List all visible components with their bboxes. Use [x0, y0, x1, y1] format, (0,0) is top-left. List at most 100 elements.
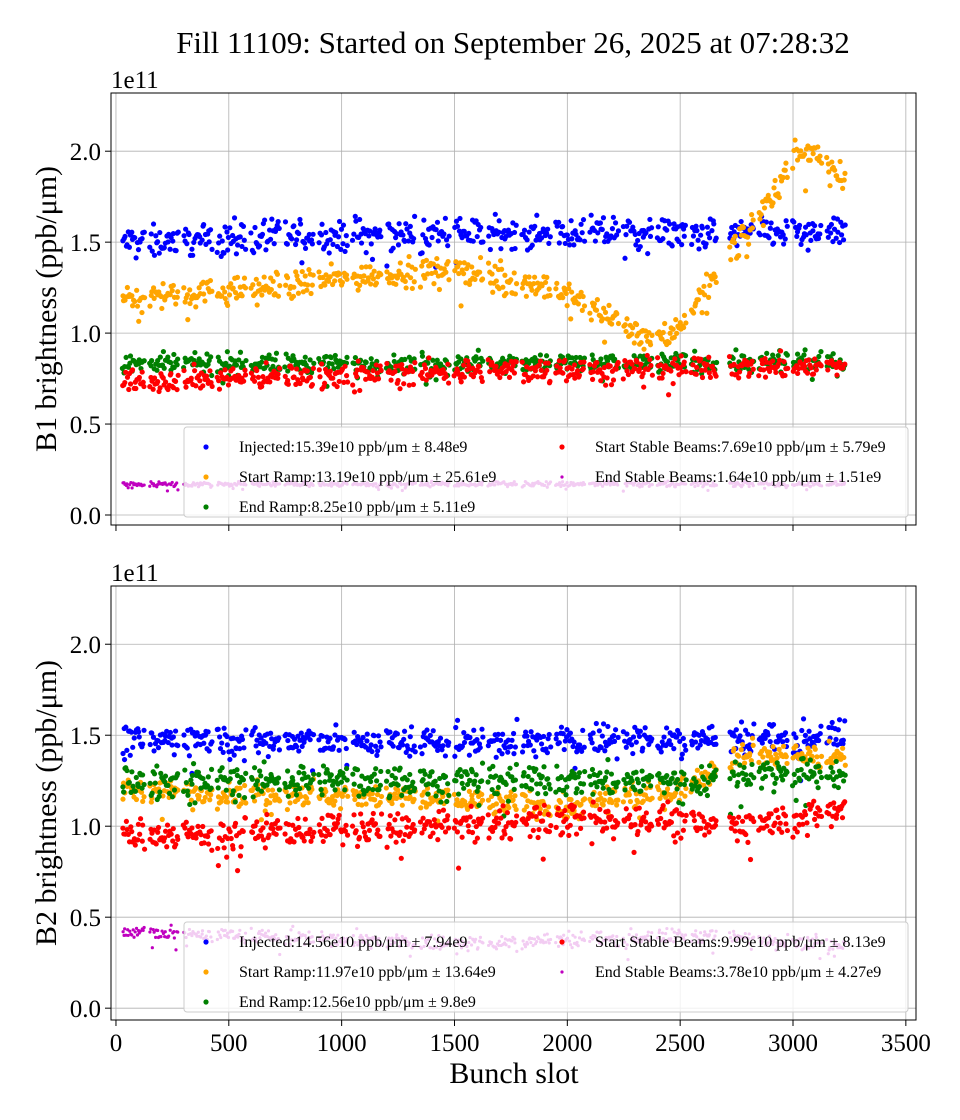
data-point	[237, 785, 243, 791]
data-point	[369, 256, 376, 262]
data-point	[137, 831, 143, 837]
data-point	[188, 375, 194, 381]
data-point	[615, 320, 622, 327]
data-point	[120, 796, 126, 802]
data-point	[240, 777, 247, 783]
data-point	[298, 370, 304, 376]
data-point	[790, 165, 796, 171]
data-point	[269, 787, 276, 793]
data-point	[480, 734, 486, 740]
data-point	[635, 828, 641, 835]
data-point	[674, 330, 680, 336]
data-point	[503, 290, 509, 297]
data-point	[332, 278, 338, 284]
data-point	[150, 386, 156, 392]
data-point	[311, 771, 317, 777]
data-point	[599, 226, 605, 233]
data-point	[632, 787, 638, 793]
data-point	[387, 793, 393, 799]
data-point	[370, 810, 376, 817]
data-point	[268, 811, 274, 818]
data-point	[656, 771, 662, 777]
data-point	[445, 781, 451, 787]
data-point	[529, 786, 535, 792]
data-point	[649, 795, 655, 801]
data-point	[506, 374, 513, 380]
data-point	[230, 846, 236, 852]
data-point	[253, 276, 259, 282]
data-point	[273, 350, 280, 356]
data-point	[474, 835, 481, 841]
data-point	[401, 736, 407, 742]
data-point	[181, 367, 187, 374]
data-point	[597, 806, 603, 812]
data-point	[563, 378, 570, 384]
data-point	[233, 251, 240, 257]
data-point	[344, 832, 351, 838]
data-point	[546, 731, 552, 738]
data-point	[510, 363, 516, 369]
legend-marker	[203, 444, 209, 450]
data-point	[273, 831, 279, 837]
data-point	[140, 741, 146, 747]
data-point	[171, 752, 177, 758]
data-point	[642, 819, 649, 825]
data-point	[183, 779, 189, 786]
data-point	[631, 340, 637, 346]
data-point	[533, 766, 539, 772]
data-point	[445, 825, 452, 831]
chart-title: Fill 11109: Started on September 26, 202…	[176, 25, 850, 60]
data-point	[815, 235, 822, 242]
data-point	[615, 359, 621, 366]
data-point	[130, 744, 136, 750]
data-point	[141, 229, 147, 235]
data-point	[170, 230, 176, 237]
data-point	[291, 284, 297, 290]
data-point	[791, 771, 797, 778]
data-point	[266, 352, 272, 358]
data-point	[547, 786, 553, 792]
data-point	[190, 761, 197, 767]
data-point	[600, 721, 607, 727]
data-point	[739, 818, 746, 824]
data-point	[241, 758, 247, 764]
data-point	[260, 825, 266, 831]
data-point	[270, 278, 276, 284]
data-point	[560, 370, 566, 376]
data-point	[227, 829, 233, 835]
data-point	[359, 264, 365, 270]
data-point	[155, 482, 160, 487]
data-point	[682, 793, 688, 799]
data-point	[305, 800, 311, 806]
data-point	[254, 367, 260, 374]
data-point	[587, 361, 593, 368]
data-point	[589, 376, 596, 382]
data-point	[470, 238, 476, 244]
data-point	[566, 281, 572, 287]
data-point	[636, 805, 642, 811]
data-point	[571, 242, 577, 248]
data-point	[661, 734, 667, 740]
data-point	[136, 374, 142, 381]
data-point	[693, 371, 699, 377]
data-point	[467, 734, 473, 741]
data-point	[553, 824, 559, 830]
data-point	[208, 792, 214, 798]
data-point	[507, 836, 514, 842]
data-point	[395, 811, 401, 817]
data-point	[426, 355, 432, 361]
data-point	[191, 239, 197, 246]
data-point	[508, 358, 514, 364]
data-point	[184, 745, 190, 751]
data-point	[387, 729, 393, 735]
data-point	[571, 362, 578, 368]
data-point	[738, 804, 744, 810]
data-point	[772, 820, 778, 826]
data-point	[783, 754, 789, 760]
data-point	[196, 793, 202, 799]
data-point	[828, 221, 835, 228]
data-point	[784, 737, 790, 744]
data-point	[134, 287, 140, 293]
data-point	[155, 745, 162, 751]
data-point	[817, 231, 823, 237]
